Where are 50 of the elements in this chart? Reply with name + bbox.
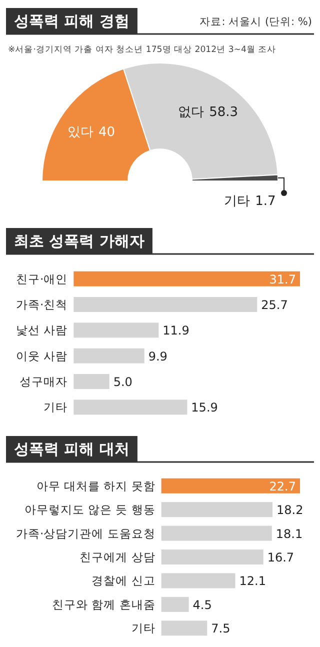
data-label: 4.5 bbox=[192, 598, 212, 612]
data-label: 18.1 bbox=[276, 526, 303, 541]
data-label: 15.9 bbox=[191, 400, 218, 415]
bar bbox=[74, 374, 110, 389]
chart-title: 성폭력 피해 대처 bbox=[14, 440, 130, 458]
data-label: 22.7 bbox=[269, 479, 296, 494]
slice-label: 없다 bbox=[178, 104, 204, 120]
bar bbox=[74, 322, 159, 338]
bar bbox=[74, 400, 188, 415]
bar bbox=[161, 526, 272, 541]
data-label: 1.7 bbox=[255, 194, 276, 209]
data-label: 25.7 bbox=[261, 298, 288, 312]
bar bbox=[74, 297, 258, 312]
slice-label: 있다 bbox=[67, 125, 94, 140]
data-label: 11.9 bbox=[162, 324, 190, 338]
bar bbox=[74, 271, 300, 286]
text: 자료: 서울시 (단위: %) bbox=[200, 16, 312, 28]
y-tick-label: 아무렇지도 않은 듯 행동 bbox=[24, 502, 156, 517]
chart-title: 최초 성폭력 가해자 bbox=[14, 232, 144, 250]
data-label: 40 bbox=[98, 125, 116, 140]
y-tick-label: 아무 대처를 하지 못함 bbox=[36, 478, 156, 493]
data-label: 31.7 bbox=[269, 272, 296, 286]
data-label: 18.2 bbox=[276, 503, 304, 518]
data-label: 16.7 bbox=[267, 550, 294, 564]
y-tick-label: 기타 bbox=[131, 621, 156, 636]
data-label: 9.9 bbox=[148, 349, 168, 364]
y-tick-label: 이웃 사람 bbox=[16, 348, 68, 363]
y-tick-label: 친구에게 상담 bbox=[80, 550, 156, 564]
bar bbox=[161, 478, 300, 494]
data-label: 12.1 bbox=[239, 574, 266, 588]
bar bbox=[161, 502, 273, 518]
y-tick-label: 가족·상담기관에 도움요청 bbox=[16, 526, 156, 540]
y-tick-label: 친구와 함께 혼내줌 bbox=[52, 597, 156, 612]
y-tick-label: 가족·친척 bbox=[16, 298, 68, 312]
bar bbox=[161, 550, 264, 564]
y-tick-label: 경찰에 신고 bbox=[92, 574, 156, 588]
y-tick-label: 낯선 사람 bbox=[16, 323, 68, 338]
bar bbox=[161, 573, 236, 588]
data-label: 58.3 bbox=[209, 104, 238, 120]
data-label: 5.0 bbox=[113, 375, 132, 389]
bar bbox=[161, 620, 208, 636]
text: ※서울·경기지역 가출 여자 청소년 175명 대상 2012년 3~4월 조사 bbox=[8, 45, 276, 55]
bar bbox=[74, 348, 144, 364]
bar bbox=[161, 596, 189, 612]
data-label: 7.5 bbox=[211, 622, 230, 636]
chart-title: 성폭력 피해 경험 bbox=[14, 12, 130, 30]
slice-label: 기타 bbox=[224, 194, 250, 209]
y-tick-label: 성구매자 bbox=[20, 374, 68, 388]
y-tick-label: 기타 bbox=[44, 400, 68, 414]
y-tick-label: 친구·애인 bbox=[16, 272, 68, 286]
